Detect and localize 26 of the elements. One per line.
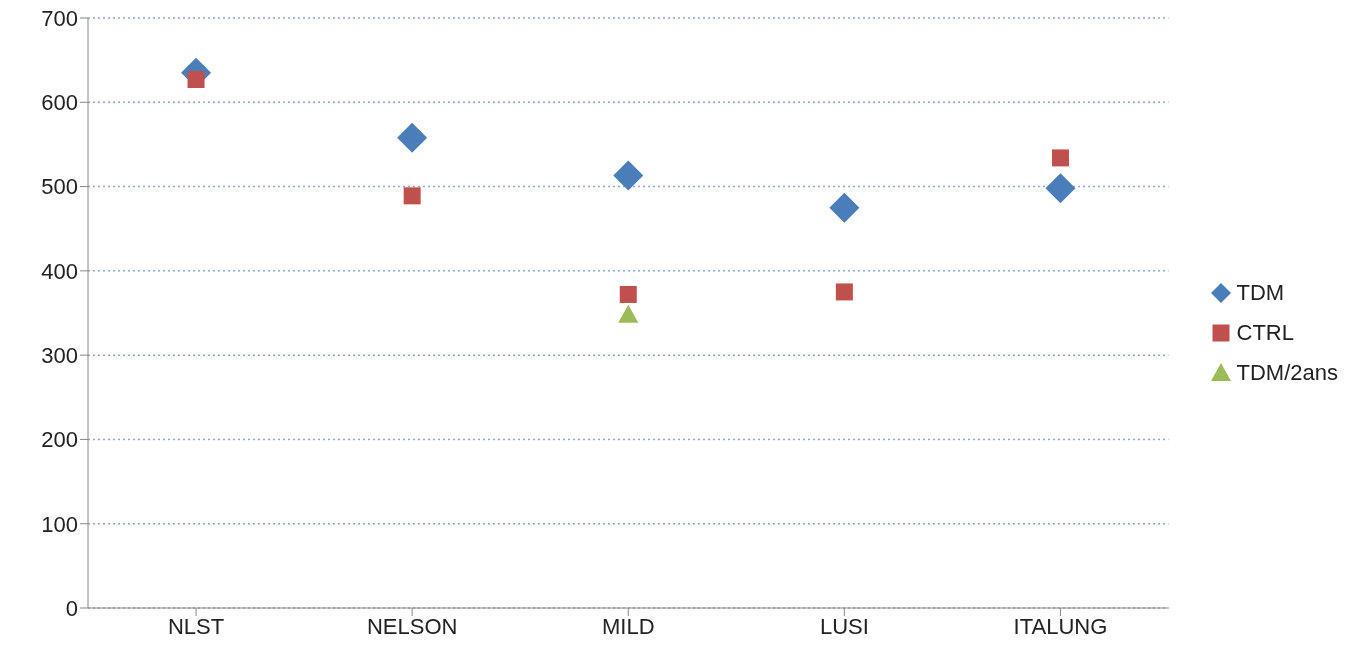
legend-label: TDM — [1236, 280, 1285, 306]
x-tick-label: MILD — [601, 613, 655, 639]
y-tick-label: 100 — [41, 511, 78, 537]
point — [1045, 173, 1076, 204]
point — [403, 187, 421, 205]
point — [618, 304, 639, 323]
point — [613, 160, 644, 191]
point — [619, 285, 637, 303]
y-tick-label: 500 — [41, 174, 78, 200]
y-tick-label: 300 — [41, 342, 78, 368]
legend-label: TDM/2ans — [1236, 360, 1338, 386]
x-tick-label: NLST — [167, 613, 225, 639]
point — [397, 122, 428, 153]
y-tick-label: 400 — [41, 258, 78, 284]
point — [829, 192, 860, 223]
legend-label: CTRL — [1236, 320, 1294, 346]
y-tick-label: 600 — [41, 90, 78, 116]
point — [1051, 149, 1069, 167]
y-tick-label: 700 — [41, 5, 78, 31]
y-tick-label: 200 — [41, 427, 78, 453]
x-tick-label: NELSON — [366, 613, 458, 639]
x-tick-label: ITALUNG — [1013, 613, 1108, 639]
point — [835, 283, 853, 301]
point — [187, 71, 205, 89]
y-tick-label: 0 — [65, 595, 78, 621]
x-tick-label: LUSI — [819, 613, 869, 639]
